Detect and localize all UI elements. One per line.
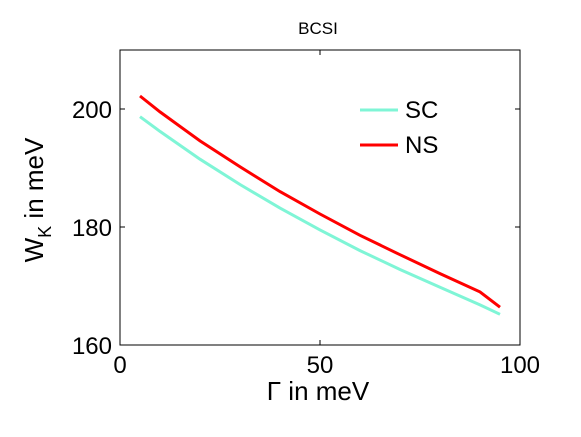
- y-tick-label-180: 180: [72, 215, 112, 242]
- x-tick-label-100: 100: [500, 352, 540, 379]
- y-tick-label-160: 160: [72, 333, 112, 360]
- series-line-sc: [139, 115, 501, 316]
- axis-ticks: 0 50 100 160 180 200: [72, 50, 540, 379]
- y-axis-label-main: W: [19, 237, 49, 262]
- y-axis-label-subscript: K: [35, 226, 55, 238]
- y-axis-label: WK in meV: [19, 137, 55, 262]
- series-layer: [139, 94, 501, 316]
- x-tick-label-50: 50: [307, 352, 334, 379]
- plot-area: [119, 49, 521, 346]
- legend-label-ns: NS: [405, 132, 438, 159]
- y-axis-label-rest: in meV: [19, 137, 49, 226]
- x-axis-label: Γ in meV: [267, 376, 370, 406]
- chart-title: BCSI: [298, 19, 338, 38]
- legend-label-sc: SC: [405, 97, 438, 124]
- series-line-ns: [139, 94, 501, 309]
- y-tick-label-200: 200: [72, 97, 112, 124]
- legend: SC NS: [360, 97, 438, 159]
- x-tick-label-0: 0: [113, 352, 126, 379]
